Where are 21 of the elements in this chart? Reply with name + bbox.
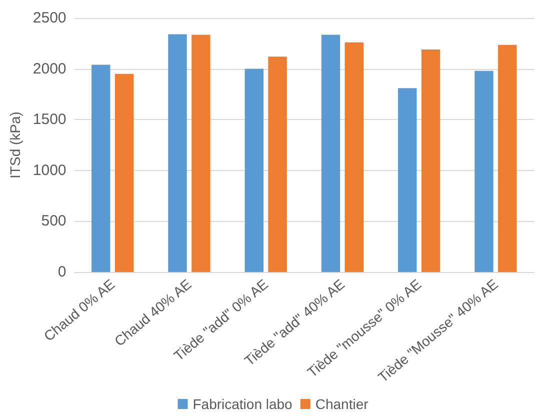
bar: [92, 64, 110, 272]
y-tick-label: 1000: [32, 162, 66, 179]
bar: [344, 42, 364, 272]
y-tick-label: 1500: [32, 111, 66, 128]
y-axis-title: ITSd (kPa): [7, 112, 23, 178]
bar: [114, 74, 134, 272]
bar: [421, 49, 440, 272]
y-tick-label: 2500: [32, 10, 66, 26]
y-tick-label: 500: [41, 212, 66, 230]
bar: [268, 56, 287, 272]
bar: [244, 68, 264, 272]
y-tick-label: 2000: [32, 60, 66, 78]
bar: [474, 70, 494, 272]
legend-label: Chantier: [315, 396, 369, 412]
bar: [321, 34, 340, 272]
bar: [398, 88, 417, 272]
legend-label: Fabrication labo: [192, 396, 293, 412]
y-tick-label: 0: [58, 264, 66, 280]
bar: [168, 34, 187, 272]
bar: [192, 34, 210, 272]
bar: [498, 44, 517, 272]
